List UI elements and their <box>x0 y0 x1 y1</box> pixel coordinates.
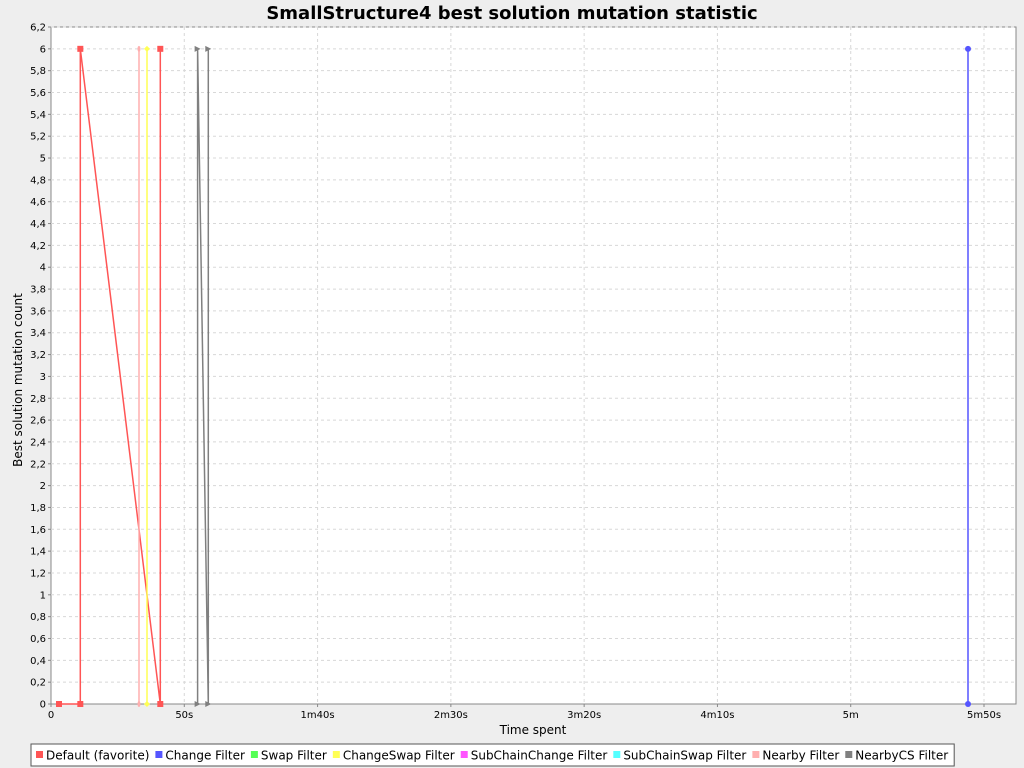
y-tick-label: 1,4 <box>30 547 46 558</box>
legend-item-nearbycs-filter: NearbyCS Filter <box>845 749 948 763</box>
y-tick-label: 1,2 <box>30 568 46 579</box>
legend-swatch <box>613 751 621 758</box>
legend-swatch <box>36 751 43 758</box>
x-tick-label: 2m30s <box>434 710 468 721</box>
plot-area <box>50 26 1017 705</box>
y-tick-label: 5,6 <box>30 88 46 99</box>
data-point <box>143 701 150 707</box>
y-tick-label: 0,2 <box>30 678 46 689</box>
y-tick-label: 1 <box>40 590 46 601</box>
series-default-favorite <box>55 45 164 707</box>
legend-item-subchainchange-filter: SubChainChange Filter <box>460 749 608 763</box>
x-tick-label: 50s <box>175 710 193 721</box>
y-tick-label: 1,8 <box>30 503 46 514</box>
y-tick-label: 3,6 <box>30 306 46 317</box>
legend-label: NearbyCS Filter <box>855 749 948 763</box>
legend-item-default-favorite: Default (favorite) <box>36 749 149 763</box>
legend: Default (favorite) Change Filter Swap Filt… <box>30 743 955 767</box>
series-nearbycs-filter <box>194 45 212 707</box>
legend-swatch <box>752 751 760 758</box>
legend-swatch <box>460 751 468 758</box>
legend-label: Swap Filter <box>261 749 327 763</box>
series-lines <box>55 45 972 707</box>
data-point <box>194 45 201 52</box>
data-point <box>137 45 141 52</box>
y-tick-label: 2,2 <box>30 459 46 470</box>
legend-items: Default (favorite) Change Filter Swap Filt… <box>30 743 955 767</box>
data-point <box>157 45 164 52</box>
x-tick-label: 3m20s <box>567 710 601 721</box>
legend-label: SubChainChange Filter <box>471 749 608 763</box>
y-tick-label: 5,4 <box>30 110 46 121</box>
tick-labels: 0 0,2 0,4 0,6 0,8 1 1,2 1,4 1,6 1,8 2 2,2 2,4 2,6 2,8 3… <box>30 23 1001 722</box>
data-point <box>77 45 84 52</box>
y-tick-label: 6 <box>40 44 46 55</box>
series-line <box>196 48 210 705</box>
data-point <box>194 701 201 707</box>
legend-item-changeswap-filter: ChangeSwap Filter <box>332 749 455 763</box>
y-tick-label: 3,4 <box>30 328 46 339</box>
legend-swatch <box>332 751 340 758</box>
legend-box <box>30 743 955 767</box>
legend-label: Default (favorite) <box>46 749 149 763</box>
x-tick-label: 1m40s <box>301 710 335 721</box>
y-tick-label: 0 <box>40 700 46 711</box>
data-point <box>965 45 972 52</box>
y-tick-label: 5,8 <box>30 66 46 77</box>
y-tick-label: 0,8 <box>30 612 46 623</box>
data-point <box>157 701 164 707</box>
chart-title: SmallStructure4 best solution mutation s… <box>266 3 757 24</box>
x-tick-label: 4m10s <box>700 710 734 721</box>
y-tick-label: 4,2 <box>30 241 46 252</box>
legend-swatch <box>845 751 853 758</box>
y-tick-label: 3,8 <box>30 285 46 296</box>
data-point <box>137 701 141 707</box>
data-point <box>965 701 972 707</box>
data-point <box>55 701 62 707</box>
data-point <box>143 45 150 52</box>
series-nearby-filter <box>137 45 141 707</box>
legend-label: ChangeSwap Filter <box>343 749 455 763</box>
y-tick-label: 2,6 <box>30 416 46 427</box>
y-tick-label: 4,4 <box>30 219 46 230</box>
data-point <box>205 45 212 52</box>
legend-item-nearby-filter: Nearby Filter <box>752 749 839 763</box>
y-tick-label: 2,8 <box>30 394 46 405</box>
y-tick-label: 2 <box>40 481 46 492</box>
y-tick-label: 5 <box>40 154 46 165</box>
x-tick-label: 5m <box>843 710 859 721</box>
grid <box>51 26 1016 704</box>
legend-label: Nearby Filter <box>762 749 839 763</box>
y-tick-label: 4,8 <box>30 175 46 186</box>
legend-item-subchainswap-filter: SubChainSwap Filter <box>613 749 746 763</box>
y-tick-label: 1,6 <box>30 525 46 536</box>
y-tick-label: 0,4 <box>30 656 46 667</box>
x-tick-label: 0 <box>48 710 54 721</box>
y-tick-label: 4,6 <box>30 197 46 208</box>
data-point <box>205 701 212 707</box>
series-changeswap-filter <box>143 45 150 707</box>
y-tick-label: 0,6 <box>30 634 46 645</box>
y-tick-label: 5,2 <box>30 132 46 143</box>
y-tick-label: 4 <box>40 263 46 274</box>
legend-swatch <box>250 751 258 758</box>
y-tick-label: 6,2 <box>30 23 46 34</box>
legend-label: SubChainSwap Filter <box>623 749 746 763</box>
legend-item-change-filter: Change Filter <box>155 749 245 763</box>
y-tick-label: 3 <box>40 372 46 383</box>
series-change-filter <box>965 45 972 707</box>
legend-swatch <box>155 751 163 758</box>
y-tick-label: 2,4 <box>30 437 46 448</box>
legend-label: Change Filter <box>165 749 245 763</box>
data-point <box>77 701 84 707</box>
x-tick-label: 5m50s <box>967 710 1001 721</box>
y-axis-label: Best solution mutation count <box>11 293 25 467</box>
x-axis-label: Time spent <box>499 723 567 737</box>
legend-item-swap-filter: Swap Filter <box>250 749 327 763</box>
y-tick-label: 3,2 <box>30 350 46 361</box>
